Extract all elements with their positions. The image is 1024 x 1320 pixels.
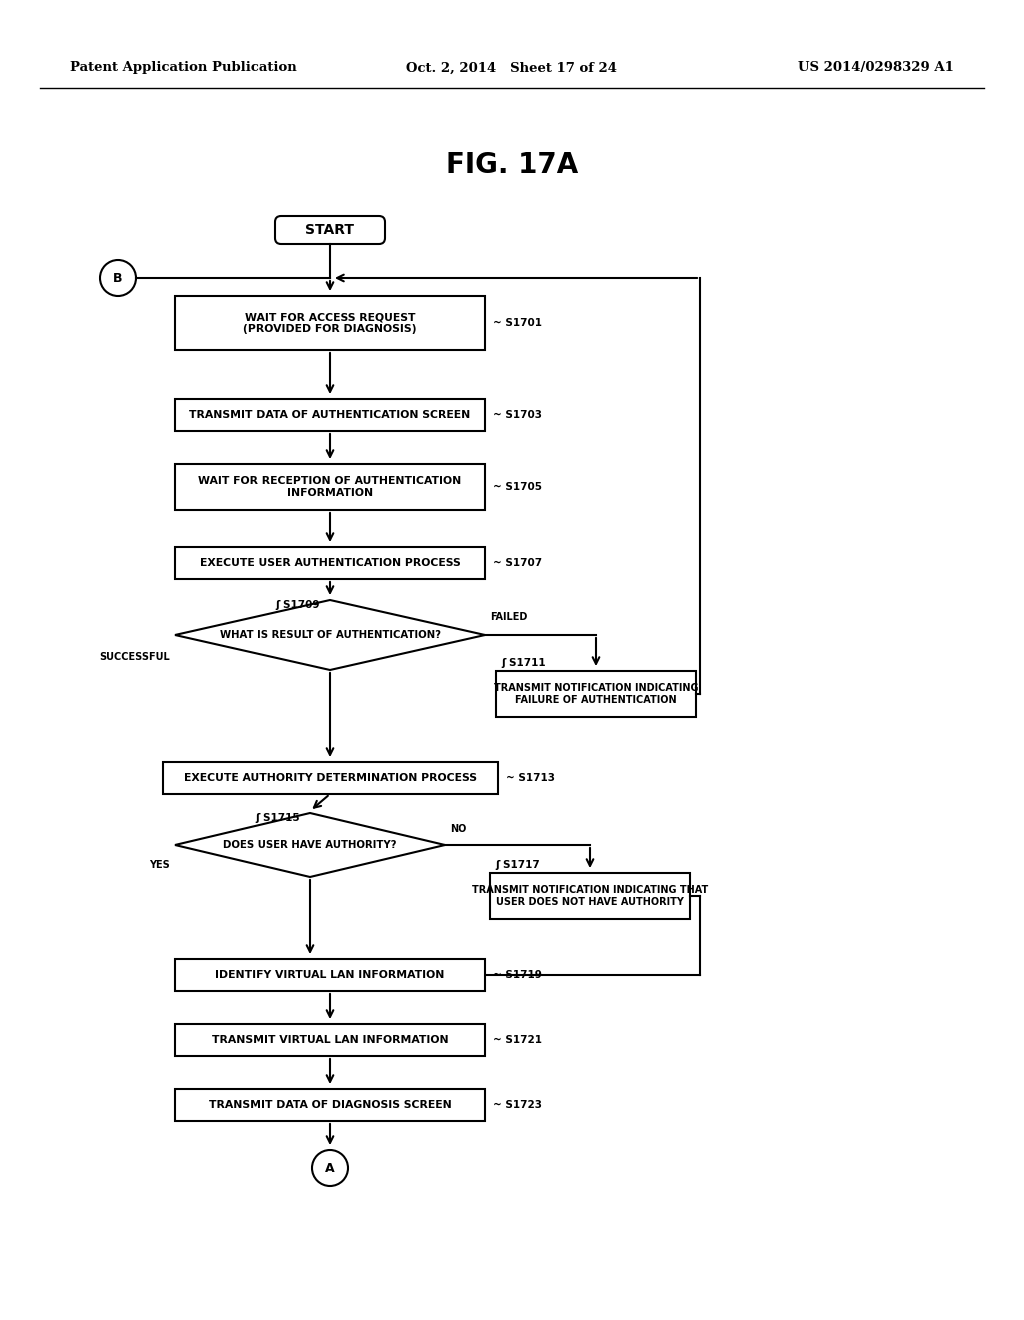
Text: US 2014/0298329 A1: US 2014/0298329 A1 <box>798 62 954 74</box>
Text: IDENTIFY VIRTUAL LAN INFORMATION: IDENTIFY VIRTUAL LAN INFORMATION <box>215 970 444 979</box>
Bar <box>175 465 485 510</box>
Polygon shape <box>175 813 445 876</box>
Text: ~ S1721: ~ S1721 <box>493 1035 542 1045</box>
Text: START: START <box>305 223 354 238</box>
Text: ~ S1723: ~ S1723 <box>493 1100 542 1110</box>
Text: WAIT FOR ACCESS REQUEST
(PROVIDED FOR DIAGNOSIS): WAIT FOR ACCESS REQUEST (PROVIDED FOR DI… <box>244 313 417 334</box>
Text: Patent Application Publication: Patent Application Publication <box>70 62 297 74</box>
Text: FIG. 17A: FIG. 17A <box>445 150 579 180</box>
Text: TRANSMIT NOTIFICATION INDICATING
FAILURE OF AUTHENTICATION: TRANSMIT NOTIFICATION INDICATING FAILURE… <box>494 684 698 705</box>
Text: ʃ S1709: ʃ S1709 <box>275 601 319 610</box>
Text: ~ S1701: ~ S1701 <box>493 318 542 327</box>
Text: SUCCESSFUL: SUCCESSFUL <box>99 652 170 663</box>
FancyBboxPatch shape <box>275 216 385 244</box>
Polygon shape <box>175 601 485 671</box>
Text: B: B <box>114 272 123 285</box>
Text: EXECUTE USER AUTHENTICATION PROCESS: EXECUTE USER AUTHENTICATION PROCESS <box>200 558 461 568</box>
Text: TRANSMIT DATA OF AUTHENTICATION SCREEN: TRANSMIT DATA OF AUTHENTICATION SCREEN <box>189 411 471 420</box>
Bar <box>175 1024 485 1056</box>
Text: FAILED: FAILED <box>490 612 527 622</box>
Text: NO: NO <box>450 824 466 834</box>
Text: ʃ S1711: ʃ S1711 <box>501 657 546 668</box>
Text: TRANSMIT NOTIFICATION INDICATING THAT
USER DOES NOT HAVE AUTHORITY: TRANSMIT NOTIFICATION INDICATING THAT US… <box>472 886 709 907</box>
Bar <box>175 960 485 991</box>
Bar <box>175 296 485 350</box>
Text: A: A <box>326 1162 335 1175</box>
Circle shape <box>312 1150 348 1185</box>
Text: Oct. 2, 2014   Sheet 17 of 24: Oct. 2, 2014 Sheet 17 of 24 <box>407 62 617 74</box>
Bar <box>175 1089 485 1121</box>
Text: ~ S1713: ~ S1713 <box>506 774 555 783</box>
Text: WAIT FOR RECEPTION OF AUTHENTICATION
INFORMATION: WAIT FOR RECEPTION OF AUTHENTICATION INF… <box>199 477 462 498</box>
Text: ʃ S1717: ʃ S1717 <box>495 861 540 870</box>
Bar <box>175 399 485 432</box>
Text: TRANSMIT DATA OF DIAGNOSIS SCREEN: TRANSMIT DATA OF DIAGNOSIS SCREEN <box>209 1100 452 1110</box>
Bar <box>496 671 696 717</box>
Bar <box>175 546 485 579</box>
Text: ~ S1703: ~ S1703 <box>493 411 542 420</box>
Text: EXECUTE AUTHORITY DETERMINATION PROCESS: EXECUTE AUTHORITY DETERMINATION PROCESS <box>183 774 476 783</box>
Text: ~ S1707: ~ S1707 <box>493 558 542 568</box>
Text: ~ S1705: ~ S1705 <box>493 482 542 492</box>
Text: TRANSMIT VIRTUAL LAN INFORMATION: TRANSMIT VIRTUAL LAN INFORMATION <box>212 1035 449 1045</box>
Text: ~ S1719: ~ S1719 <box>493 970 542 979</box>
Bar <box>490 873 690 919</box>
Text: ʃ S1715: ʃ S1715 <box>255 813 300 822</box>
Text: WHAT IS RESULT OF AUTHENTICATION?: WHAT IS RESULT OF AUTHENTICATION? <box>219 630 440 640</box>
Text: DOES USER HAVE AUTHORITY?: DOES USER HAVE AUTHORITY? <box>223 840 396 850</box>
Bar <box>163 762 498 795</box>
Circle shape <box>100 260 136 296</box>
Text: YES: YES <box>150 861 170 870</box>
